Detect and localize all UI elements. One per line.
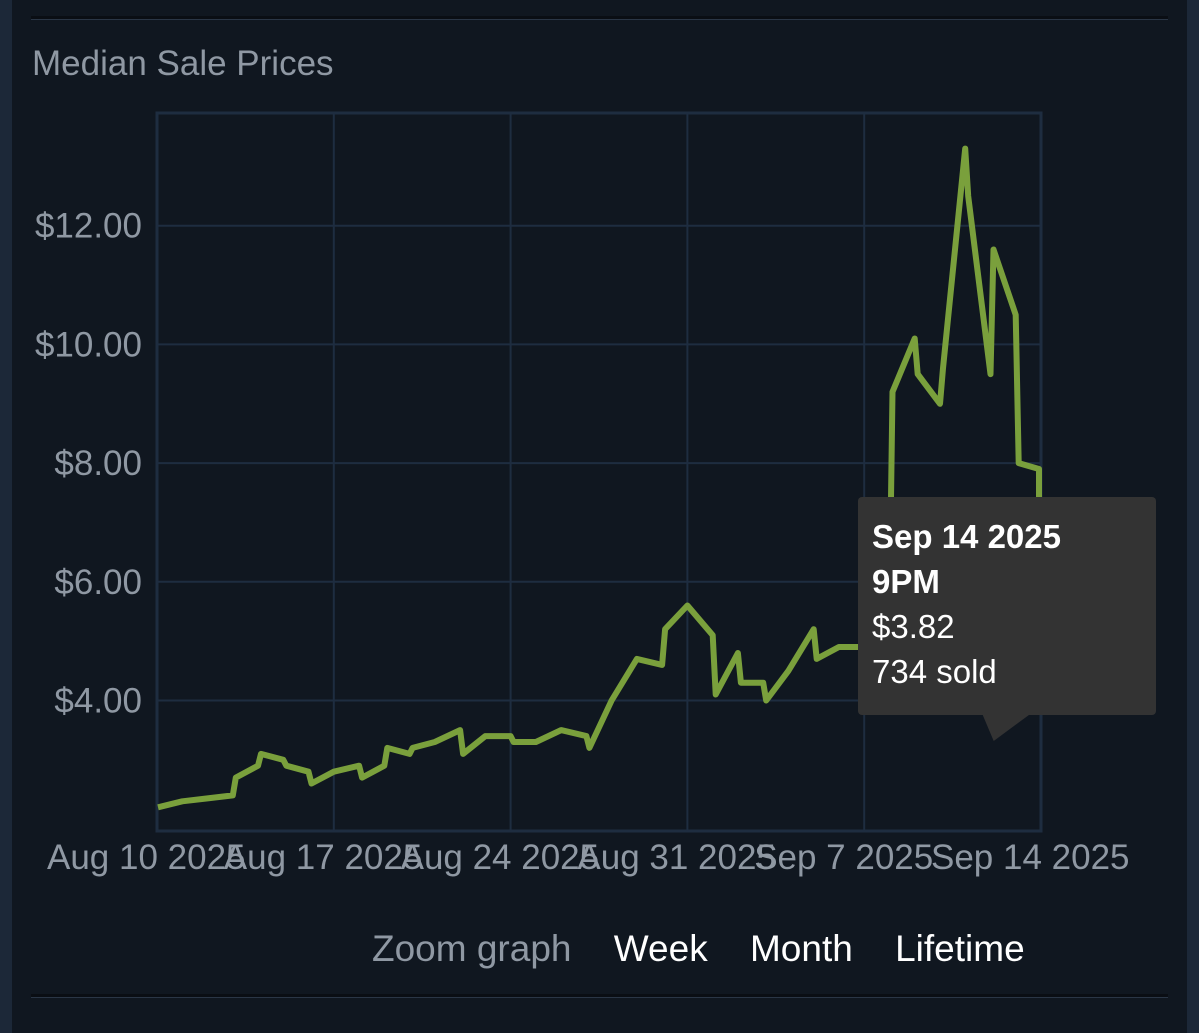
tooltip-sold: 734 sold xyxy=(872,653,997,690)
tooltip-date: Sep 14 2025 xyxy=(872,518,1061,555)
tooltip-time: 9PM xyxy=(872,563,940,600)
zoom-lifetime-button[interactable]: Lifetime xyxy=(895,928,1025,969)
x-tick-label: Aug 24 2025 xyxy=(401,838,600,877)
zoom-month-button[interactable]: Month xyxy=(749,928,853,969)
price-chart[interactable]: $4.00$6.00$8.00$10.00$12.00 Aug 10 2025A… xyxy=(0,0,1199,900)
x-tick-label: Sep 14 2025 xyxy=(931,838,1130,877)
y-tick-label: $6.00 xyxy=(54,563,142,602)
top-divider xyxy=(31,16,1168,20)
zoom-controls: Zoom graph Week Month Lifetime xyxy=(372,928,1057,970)
bottom-divider xyxy=(31,994,1168,998)
y-tick-label: $8.00 xyxy=(54,444,142,483)
y-tick-label: $12.00 xyxy=(35,207,142,246)
y-tick-label: $10.00 xyxy=(35,325,142,364)
x-tick-label: Sep 7 2025 xyxy=(754,838,933,877)
y-tick-label: $4.00 xyxy=(54,681,142,720)
zoom-graph-label: Zoom graph xyxy=(372,928,572,969)
price-tooltip: Sep 14 2025 9PM $3.82 734 sold xyxy=(858,497,1156,741)
chart-title: Median Sale Prices xyxy=(32,44,334,83)
price-series-line xyxy=(157,145,1042,811)
x-tick-label: Aug 31 2025 xyxy=(577,838,776,877)
zoom-week-button[interactable]: Week xyxy=(613,928,708,969)
x-tick-label: Aug 17 2025 xyxy=(224,838,423,877)
y-axis-ticks: $4.00 $6.00 $8.00 $10.00 $12.00 xyxy=(35,207,142,721)
x-tick-label: Aug 10 2025 xyxy=(47,838,246,877)
tooltip-price: $3.82 xyxy=(872,608,955,645)
